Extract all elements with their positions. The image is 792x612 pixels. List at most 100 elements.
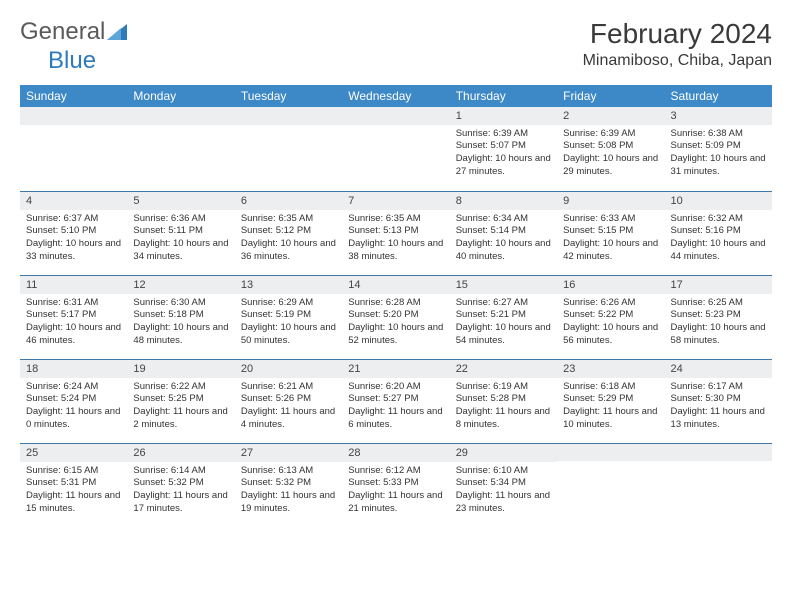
day-number: [235, 107, 342, 125]
sunset-text: Sunset: 5:22 PM: [563, 309, 658, 322]
day-body: Sunrise: 6:39 AMSunset: 5:08 PMDaylight:…: [557, 125, 664, 183]
logo-text: GeneralBlue: [20, 18, 127, 75]
calendar-day-cell: [342, 107, 449, 191]
day-number: 6: [235, 191, 342, 210]
calendar-day-cell: 11Sunrise: 6:31 AMSunset: 5:17 PMDayligh…: [20, 275, 127, 359]
daylight-text: Daylight: 11 hours and 6 minutes.: [348, 406, 443, 432]
sunrise-text: Sunrise: 6:39 AM: [563, 128, 658, 141]
day-body: Sunrise: 6:21 AMSunset: 5:26 PMDaylight:…: [235, 378, 342, 436]
day-number: 28: [342, 443, 449, 462]
sunset-text: Sunset: 5:29 PM: [563, 393, 658, 406]
day-body: Sunrise: 6:38 AMSunset: 5:09 PMDaylight:…: [665, 125, 772, 183]
daylight-text: Daylight: 10 hours and 58 minutes.: [671, 322, 766, 348]
day-number: 26: [127, 443, 234, 462]
sunset-text: Sunset: 5:16 PM: [671, 225, 766, 238]
calendar-day-cell: 16Sunrise: 6:26 AMSunset: 5:22 PMDayligh…: [557, 275, 664, 359]
month-title: February 2024: [583, 18, 772, 50]
calendar-header-row: Sunday Monday Tuesday Wednesday Thursday…: [20, 85, 772, 107]
sunrise-text: Sunrise: 6:28 AM: [348, 297, 443, 310]
calendar-day-cell: 26Sunrise: 6:14 AMSunset: 5:32 PMDayligh…: [127, 443, 234, 527]
calendar-day-cell: 17Sunrise: 6:25 AMSunset: 5:23 PMDayligh…: [665, 275, 772, 359]
day-number: 1: [450, 107, 557, 125]
day-number: 14: [342, 275, 449, 294]
day-body: Sunrise: 6:18 AMSunset: 5:29 PMDaylight:…: [557, 378, 664, 436]
day-body: Sunrise: 6:29 AMSunset: 5:19 PMDaylight:…: [235, 294, 342, 352]
calendar-day-cell: 4Sunrise: 6:37 AMSunset: 5:10 PMDaylight…: [20, 191, 127, 275]
day-number: [127, 107, 234, 125]
sunrise-text: Sunrise: 6:20 AM: [348, 381, 443, 394]
sunrise-text: Sunrise: 6:34 AM: [456, 213, 551, 226]
calendar-day-cell: 8Sunrise: 6:34 AMSunset: 5:14 PMDaylight…: [450, 191, 557, 275]
calendar-week-row: 1Sunrise: 6:39 AMSunset: 5:07 PMDaylight…: [20, 107, 772, 191]
calendar-day-cell: 21 Sunrise: 6:20 AMSunset: 5:27 PMDayligh…: [342, 359, 449, 443]
calendar-body: 1Sunrise: 6:39 AMSunset: 5:07 PMDaylight…: [20, 107, 772, 527]
day-number: 18: [20, 359, 127, 378]
day-number: 23: [557, 359, 664, 378]
calendar-day-cell: 20Sunrise: 6:21 AMSunset: 5:26 PMDayligh…: [235, 359, 342, 443]
day-number: 25: [20, 443, 127, 462]
daylight-text: Daylight: 11 hours and 21 minutes.: [348, 490, 443, 516]
calendar-day-cell: 22Sunrise: 6:19 AMSunset: 5:28 PMDayligh…: [450, 359, 557, 443]
calendar-day-cell: [20, 107, 127, 191]
day-body: Sunrise: 6:24 AMSunset: 5:24 PMDaylight:…: [20, 378, 127, 436]
title-block: February 2024 Minamiboso, Chiba, Japan: [583, 18, 772, 70]
sunrise-text: Sunrise: 6:33 AM: [563, 213, 658, 226]
sunrise-text: Sunrise: 6:17 AM: [671, 381, 766, 394]
day-body: Sunrise: 6:35 AMSunset: 5:13 PMDaylight:…: [342, 210, 449, 268]
calendar-day-cell: 24Sunrise: 6:17 AMSunset: 5:30 PMDayligh…: [665, 359, 772, 443]
sunset-text: Sunset: 5:32 PM: [241, 477, 336, 490]
day-body: Sunrise: 6:26 AMSunset: 5:22 PMDaylight:…: [557, 294, 664, 352]
day-number: 21: [342, 359, 449, 378]
day-body: Sunrise: 6:36 AMSunset: 5:11 PMDaylight:…: [127, 210, 234, 268]
calendar-week-row: 11Sunrise: 6:31 AMSunset: 5:17 PMDayligh…: [20, 275, 772, 359]
day-number: 22: [450, 359, 557, 378]
calendar-day-cell: 19Sunrise: 6:22 AMSunset: 5:25 PMDayligh…: [127, 359, 234, 443]
sunset-text: Sunset: 5:27 PM: [348, 393, 443, 406]
day-body: Sunrise: 6:14 AMSunset: 5:32 PMDaylight:…: [127, 462, 234, 520]
day-number: [342, 107, 449, 125]
sunset-text: Sunset: 5:25 PM: [133, 393, 228, 406]
sunrise-text: Sunrise: 6:39 AM: [456, 128, 551, 141]
day-body: Sunrise: 6:32 AMSunset: 5:16 PMDaylight:…: [665, 210, 772, 268]
weekday-header: Tuesday: [235, 85, 342, 107]
day-body: [342, 125, 449, 132]
sunset-text: Sunset: 5:30 PM: [671, 393, 766, 406]
day-body: [20, 125, 127, 132]
sunrise-text: Sunrise: 6:19 AM: [456, 381, 551, 394]
calendar-day-cell: 27Sunrise: 6:13 AMSunset: 5:32 PMDayligh…: [235, 443, 342, 527]
day-body: [557, 461, 664, 468]
sunset-text: Sunset: 5:08 PM: [563, 140, 658, 153]
day-body: [127, 125, 234, 132]
daylight-text: Daylight: 11 hours and 19 minutes.: [241, 490, 336, 516]
day-body: Sunrise: 6:39 AMSunset: 5:07 PMDaylight:…: [450, 125, 557, 183]
sunrise-text: Sunrise: 6:24 AM: [26, 381, 121, 394]
daylight-text: Daylight: 10 hours and 34 minutes.: [133, 238, 228, 264]
day-number: 24: [665, 359, 772, 378]
sunset-text: Sunset: 5:21 PM: [456, 309, 551, 322]
daylight-text: Daylight: 11 hours and 15 minutes.: [26, 490, 121, 516]
daylight-text: Daylight: 11 hours and 4 minutes.: [241, 406, 336, 432]
sunset-text: Sunset: 5:26 PM: [241, 393, 336, 406]
sunset-text: Sunset: 5:13 PM: [348, 225, 443, 238]
day-body: Sunrise: 6:37 AMSunset: 5:10 PMDaylight:…: [20, 210, 127, 268]
day-body: Sunrise: 6:33 AMSunset: 5:15 PMDaylight:…: [557, 210, 664, 268]
calendar-day-cell: 13Sunrise: 6:29 AMSunset: 5:19 PMDayligh…: [235, 275, 342, 359]
day-number: 10: [665, 191, 772, 210]
calendar-table: Sunday Monday Tuesday Wednesday Thursday…: [20, 85, 772, 527]
daylight-text: Daylight: 10 hours and 38 minutes.: [348, 238, 443, 264]
daylight-text: Daylight: 10 hours and 31 minutes.: [671, 153, 766, 179]
calendar-day-cell: 18Sunrise: 6:24 AMSunset: 5:24 PMDayligh…: [20, 359, 127, 443]
weekday-header: Wednesday: [342, 85, 449, 107]
sunrise-text: Sunrise: 6:38 AM: [671, 128, 766, 141]
sunrise-text: Sunrise: 6:18 AM: [563, 381, 658, 394]
sunset-text: Sunset: 5:24 PM: [26, 393, 121, 406]
day-body: Sunrise: 6:19 AMSunset: 5:28 PMDaylight:…: [450, 378, 557, 436]
day-body: Sunrise: 6:27 AMSunset: 5:21 PMDaylight:…: [450, 294, 557, 352]
day-body: Sunrise: 6:13 AMSunset: 5:32 PMDaylight:…: [235, 462, 342, 520]
sunset-text: Sunset: 5:33 PM: [348, 477, 443, 490]
day-body: Sunrise: 6:28 AMSunset: 5:20 PMDaylight:…: [342, 294, 449, 352]
day-body: Sunrise: 6:35 AMSunset: 5:12 PMDaylight:…: [235, 210, 342, 268]
calendar-day-cell: 29Sunrise: 6:10 AMSunset: 5:34 PMDayligh…: [450, 443, 557, 527]
daylight-text: Daylight: 10 hours and 56 minutes.: [563, 322, 658, 348]
calendar-week-row: 18Sunrise: 6:24 AMSunset: 5:24 PMDayligh…: [20, 359, 772, 443]
